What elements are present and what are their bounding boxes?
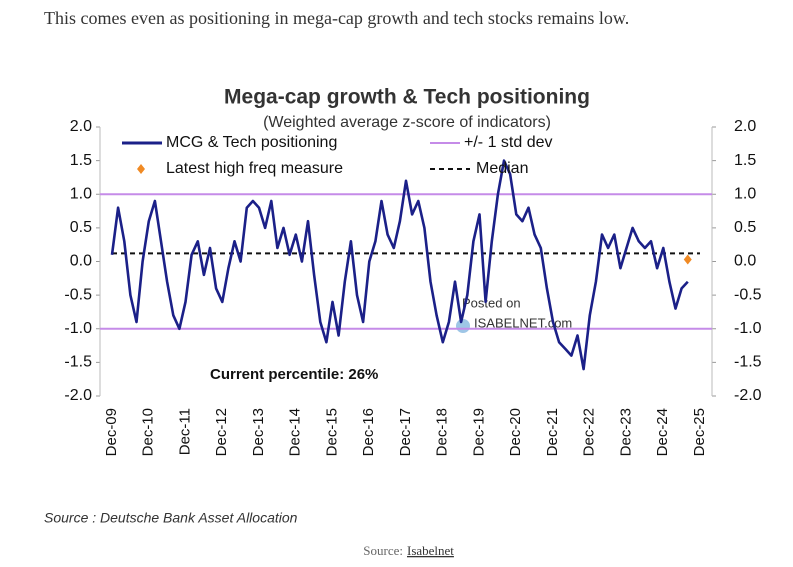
chart-title: Mega-cap growth & Tech positioning xyxy=(224,86,590,109)
y-tick-label: 1.0 xyxy=(70,185,92,202)
data-line xyxy=(110,159,689,371)
legend-label: Median xyxy=(476,160,528,177)
x-tick-label: Dec-12 xyxy=(213,408,230,456)
legend: MCG & Tech positioning +/- 1 std dev Lat… xyxy=(122,134,553,177)
x-tick-label: Dec-17 xyxy=(397,408,414,456)
y-tick-label: 0.5 xyxy=(70,219,92,236)
y-tick-label: -0.5 xyxy=(64,286,92,303)
y2-tick-label: -0.5 xyxy=(734,286,762,303)
y2-tick-label: -1.5 xyxy=(734,354,762,371)
y-tick-label: -2.0 xyxy=(64,387,92,404)
x-tick-label: Dec-13 xyxy=(250,408,267,456)
chart-source: Source : Deutsche Bank Asset Allocation xyxy=(44,510,298,526)
legend-label: +/- 1 std dev xyxy=(464,134,553,151)
x-tick-label: Dec-18 xyxy=(434,408,451,456)
x-tick-label: Dec-23 xyxy=(617,408,634,456)
x-tick-label: Dec-24 xyxy=(654,408,671,456)
x-tick-label: Dec-25 xyxy=(691,408,708,456)
y2-tick-label: 0.5 xyxy=(734,219,756,236)
watermark: ISABELNET.com xyxy=(474,315,572,330)
watermark-icon xyxy=(456,319,470,333)
x-tick-label: Dec-09 xyxy=(103,408,120,456)
y2-tick-label: 1.0 xyxy=(734,185,756,202)
y-tick-label: -1.5 xyxy=(64,354,92,371)
x-tick-label: Dec-20 xyxy=(507,408,524,456)
y2-tick-label: -2.0 xyxy=(734,387,762,404)
x-tick-label: Dec-19 xyxy=(470,408,487,456)
point xyxy=(683,254,692,265)
x-tick-label: Dec-10 xyxy=(140,408,157,456)
x-tick-label: Dec-16 xyxy=(360,408,377,456)
y2-tick-label: -1.0 xyxy=(734,320,762,337)
legend-label: Latest high freq measure xyxy=(166,160,343,177)
x-tick-label: Dec-22 xyxy=(581,408,598,456)
y2-tick-label: 2.0 xyxy=(734,118,756,135)
caption-link[interactable]: Isabelnet xyxy=(407,543,454,558)
caption-prefix: Source: xyxy=(363,543,403,558)
y2-tick-label: 1.5 xyxy=(734,152,756,169)
legend-label: MCG & Tech positioning xyxy=(166,134,337,151)
watermark: Posted on xyxy=(462,295,521,310)
legend-swatch xyxy=(137,164,145,174)
x-tick-label: Dec-21 xyxy=(544,408,561,456)
intro-text: This comes even as positioning in mega-c… xyxy=(44,8,629,28)
y2-tick-label: 0.0 xyxy=(734,253,756,270)
y-tick-label: 1.5 xyxy=(70,152,92,169)
y-tick-label: 0.0 xyxy=(70,253,92,270)
annotation: Current percentile: 26% xyxy=(210,366,378,383)
y-tick-label: -1.0 xyxy=(64,320,92,337)
chart-subtitle: (Weighted average z-score of indicators) xyxy=(263,114,551,131)
y-tick-label: 2.0 xyxy=(70,118,92,135)
x-tick-label: Dec-15 xyxy=(323,408,340,456)
x-tick-label: Dec-11 xyxy=(176,408,193,455)
x-tick-label: Dec-14 xyxy=(287,408,304,456)
